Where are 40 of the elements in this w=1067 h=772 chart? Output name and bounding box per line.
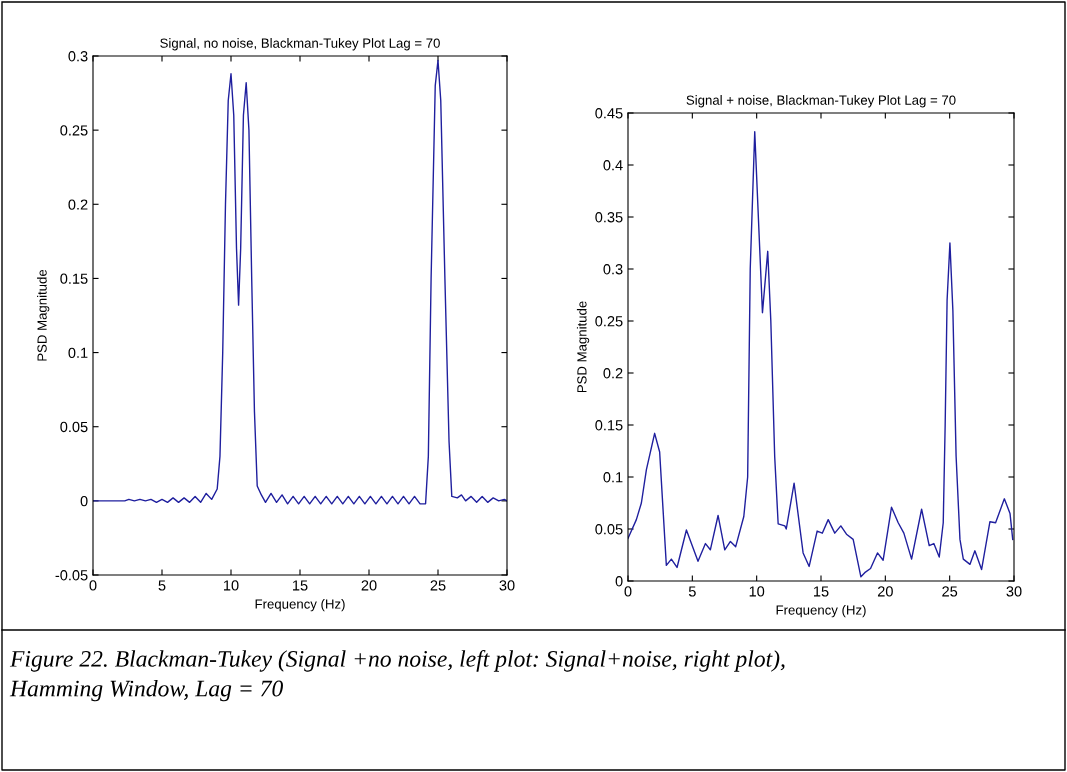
y-axis-title: PSD Magnitude (37, 269, 50, 361)
x-tick-label: 5 (158, 580, 166, 591)
x-axis-title: Frequency (Hz) (255, 599, 345, 612)
x-tick-label: 0 (89, 580, 97, 591)
x-tick-label: 30 (499, 580, 515, 591)
chart-title: Signal, no noise, Blackman-Tukey Plot Lag = 70 (160, 38, 440, 51)
y-tick-label: 0.3 (603, 264, 623, 275)
x-tick-label: 0 (624, 586, 632, 597)
y-tick-label: 0.2 (68, 199, 88, 210)
x-tick-label: 25 (430, 580, 446, 591)
x-tick-label: 20 (877, 586, 893, 597)
chart-title: Signal + noise, Blackman-Tukey Plot Lag = 70 (686, 95, 956, 108)
y-axis-title: PSD Magnitude (576, 301, 590, 393)
y-tick-label: 0.4 (603, 160, 623, 171)
x-tick-label: 15 (293, 580, 308, 591)
y-tick-label: 0.2 (603, 368, 623, 379)
y-tick-label: -0.05 (55, 570, 88, 581)
line-series (93, 59, 507, 505)
x-tick-label: 5 (688, 586, 696, 597)
y-tick-label: 0.15 (60, 273, 88, 284)
y-tick-label: 0.25 (60, 125, 88, 136)
x-axis-title: Frequency (Hz) (776, 605, 866, 618)
x-tick-label: 20 (361, 580, 377, 591)
y-tick-label: 0.15 (595, 420, 623, 431)
y-tick-label: 0.05 (60, 421, 88, 433)
x-tick-label: 25 (942, 586, 958, 597)
x-tick-label: 10 (224, 580, 239, 591)
y-tick-label: 0.1 (603, 472, 623, 483)
y-tick-label: 0.3 (68, 51, 88, 62)
y-tick-label: 0.1 (68, 347, 88, 358)
line-series (628, 131, 1014, 578)
y-tick-label: 0 (80, 495, 88, 507)
y-tick-label: 0.45 (595, 108, 623, 119)
x-tick-label: 30 (1006, 586, 1022, 597)
x-tick-label: 10 (749, 586, 765, 597)
y-tick-label: 0.35 (595, 212, 623, 223)
caption: Figure 22. Blackman-Tukey (Signal +no noise, left plot: Signal+noise, right plot), Hamming Window, Lag = 70 (9, 650, 785, 702)
y-tick-label: 0.05 (595, 524, 623, 535)
x-tick-label: 15 (814, 586, 829, 597)
y-tick-label: 0.25 (595, 316, 623, 327)
